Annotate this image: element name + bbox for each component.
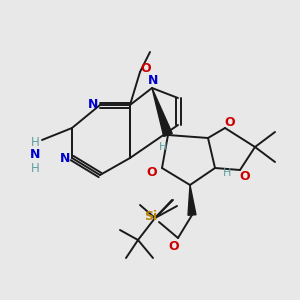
Text: H: H <box>223 168 231 178</box>
Text: O: O <box>147 167 157 179</box>
Text: N: N <box>30 148 40 161</box>
Polygon shape <box>188 185 196 215</box>
Text: Si: Si <box>144 209 158 223</box>
Text: O: O <box>225 116 235 128</box>
Text: O: O <box>141 62 151 76</box>
Text: O: O <box>240 169 250 182</box>
Text: N: N <box>88 98 98 112</box>
Text: H: H <box>159 142 167 152</box>
Text: N: N <box>148 74 158 88</box>
Text: O: O <box>169 239 179 253</box>
Text: H: H <box>31 161 39 175</box>
Text: H: H <box>31 136 39 148</box>
Polygon shape <box>152 88 172 136</box>
Text: N: N <box>60 152 70 166</box>
